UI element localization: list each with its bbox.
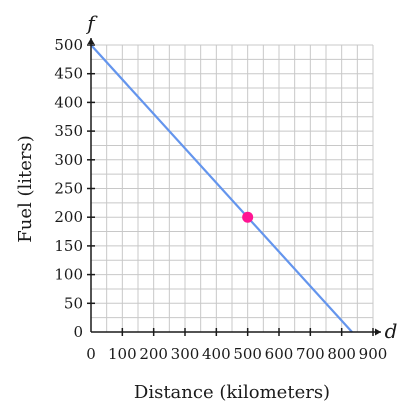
y-tick-label: 200	[54, 208, 83, 226]
y-tick-label: 50	[64, 294, 83, 312]
y-tick-label: 250	[54, 180, 83, 198]
y-tick-label: 150	[54, 237, 83, 255]
y-tick-label: 100	[54, 266, 83, 284]
x-tick-label: 200	[139, 345, 168, 363]
x-tick-label: 100	[108, 345, 137, 363]
tick-labels: 0 100 200 300 400 500 600 700 800 900050100150200…	[54, 36, 387, 363]
y-tick-label: 400	[54, 93, 83, 111]
y-tick-label: 0	[73, 323, 83, 341]
x-tick-label: 400	[202, 345, 231, 363]
fuel-line	[90, 44, 353, 333]
x-tick-label: 700	[296, 345, 325, 363]
x-tick-label: 800	[327, 345, 356, 363]
grid	[91, 44, 374, 332]
axes	[87, 38, 381, 336]
y-tick-label: 450	[54, 65, 83, 83]
x-tick-label: 900	[359, 345, 388, 363]
x-tick-label: 500	[233, 345, 262, 363]
y-tick-label: 350	[54, 122, 83, 140]
x-axis-title: Distance (kilometers)	[134, 382, 330, 403]
series-layer	[90, 44, 353, 333]
x-axis-variable: d	[385, 319, 398, 343]
x-tick-label: 0	[86, 345, 96, 363]
y-axis-variable: f	[85, 11, 98, 35]
x-tick-label: 600	[265, 345, 294, 363]
y-tick-label: 500	[54, 36, 83, 54]
y-axis-title: Fuel (liters)	[15, 135, 36, 243]
x-axis-arrow	[375, 328, 381, 336]
y-axis-arrow	[87, 38, 95, 44]
highlight-point	[242, 211, 254, 223]
y-tick-label: 300	[54, 151, 83, 169]
x-tick-label: 300	[171, 345, 200, 363]
